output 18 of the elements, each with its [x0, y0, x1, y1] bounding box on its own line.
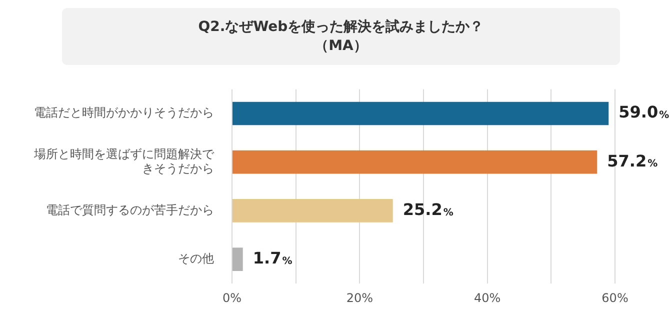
data-label: 25.2% — [402, 200, 454, 219]
chart-subtitle: （MA） — [314, 37, 368, 56]
data-label: 1.7% — [252, 248, 292, 268]
chart-title: Q2.なぜWebを使った解決を試みましたか？ — [197, 18, 485, 37]
y-tick-label: 場所と時間を選ばずに問題解決できそうだから — [33, 147, 215, 176]
data-label: 59.0% — [618, 102, 670, 122]
x-tick-label: 60% — [602, 290, 628, 305]
data-label: 57.2% — [607, 151, 658, 170]
bar — [232, 248, 243, 271]
bar — [232, 102, 609, 126]
x-tick-label: 40% — [474, 290, 501, 305]
bar — [232, 199, 393, 222]
y-tick-label: 電話で質問するのが苦手だから — [46, 202, 214, 217]
y-tick-label: その他 — [178, 251, 214, 266]
x-tick-label: 0% — [222, 290, 242, 305]
x-tick-label: 20% — [346, 290, 374, 305]
y-tick-label: 電話だと時間がかかりそうだから — [34, 106, 214, 120]
bar — [232, 150, 598, 174]
